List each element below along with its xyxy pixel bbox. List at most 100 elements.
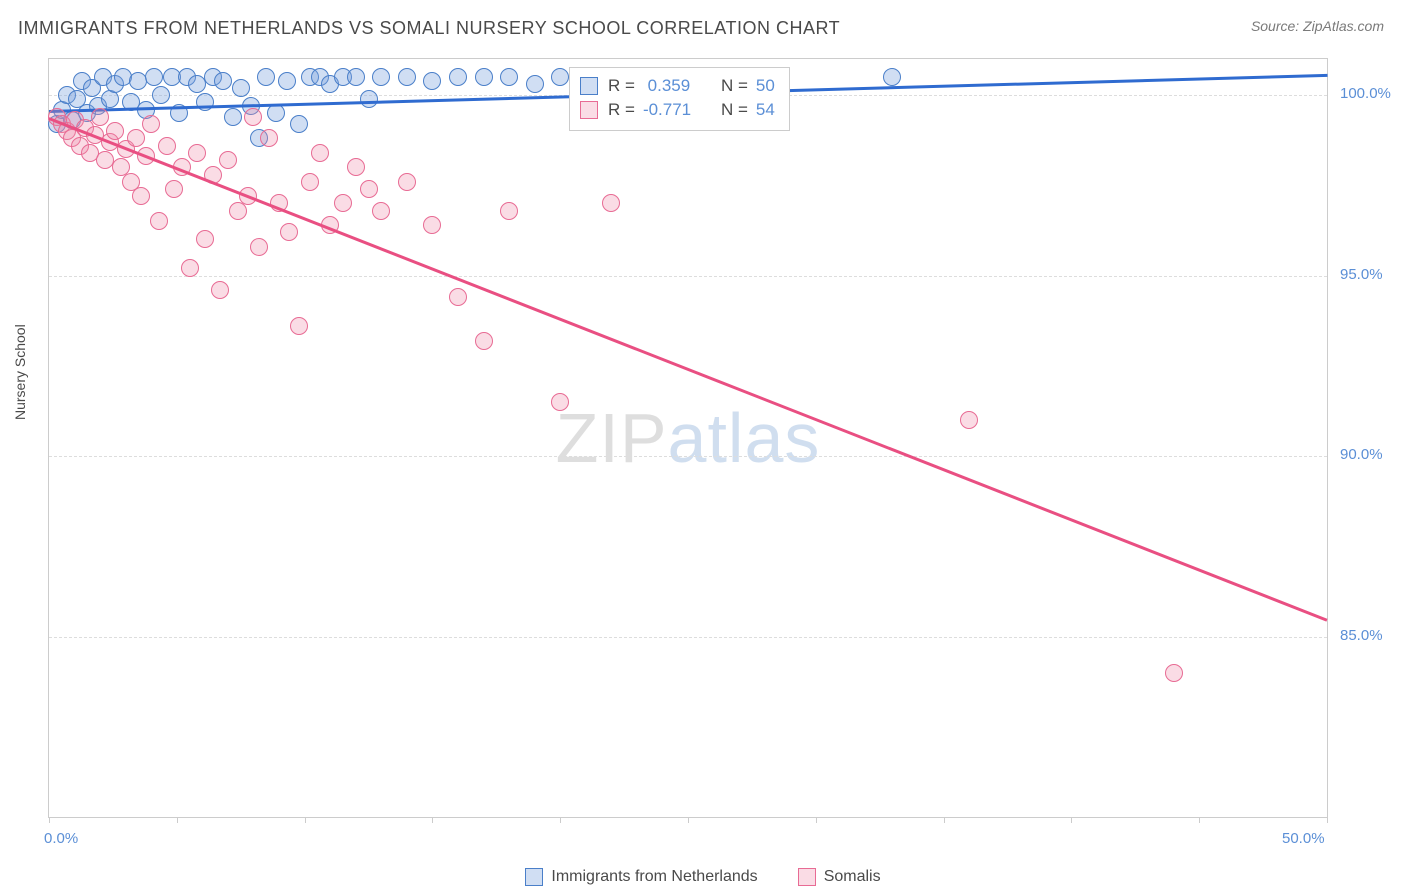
data-point: [196, 230, 214, 248]
data-point: [232, 79, 250, 97]
bottom-legend-label: Immigrants from Netherlands: [551, 868, 757, 886]
bottom-legend-item: Immigrants from Netherlands: [525, 868, 757, 886]
data-point: [960, 411, 978, 429]
data-point: [219, 151, 237, 169]
r-value: -0.771: [643, 100, 703, 120]
data-point: [132, 187, 150, 205]
data-point: [360, 180, 378, 198]
data-point: [526, 75, 544, 93]
data-point: [145, 68, 163, 86]
data-point: [551, 68, 569, 86]
n-label: N =: [721, 100, 748, 120]
chart-source: Source: ZipAtlas.com: [1251, 18, 1384, 34]
data-point: [398, 173, 416, 191]
data-point: [347, 158, 365, 176]
data-point: [423, 216, 441, 234]
data-point: [372, 68, 390, 86]
data-point: [181, 259, 199, 277]
data-point: [883, 68, 901, 86]
correlation-legend: R = 0.359 N = 50 R = -0.771 N = 54: [569, 67, 790, 131]
data-point: [301, 173, 319, 191]
x-tick: [305, 817, 306, 823]
legend-swatch: [525, 868, 543, 886]
data-point: [334, 194, 352, 212]
data-point: [372, 202, 390, 220]
gridline: [49, 276, 1327, 277]
bottom-legend-item: Somalis: [798, 868, 881, 886]
x-tick-label: 0.0%: [44, 830, 78, 847]
x-tick: [560, 817, 561, 823]
data-point: [214, 72, 232, 90]
data-point: [188, 144, 206, 162]
bottom-legend: Immigrants from Netherlands Somalis: [0, 868, 1406, 886]
x-tick: [177, 817, 178, 823]
y-tick-label: 90.0%: [1340, 446, 1383, 463]
data-point: [150, 212, 168, 230]
y-axis-label: Nursery School: [12, 324, 28, 420]
x-tick: [816, 817, 817, 823]
n-value: 50: [756, 76, 775, 96]
data-point: [106, 122, 124, 140]
data-point: [423, 72, 441, 90]
legend-swatch: [580, 77, 598, 95]
data-point: [196, 93, 214, 111]
legend-swatch: [580, 101, 598, 119]
y-tick-label: 100.0%: [1340, 85, 1391, 102]
data-point: [152, 86, 170, 104]
gridline: [49, 637, 1327, 638]
legend-swatch: [798, 868, 816, 886]
y-tick-label: 95.0%: [1340, 266, 1383, 283]
gridline: [49, 456, 1327, 457]
data-point: [280, 223, 298, 241]
data-point: [165, 180, 183, 198]
x-tick: [1199, 817, 1200, 823]
data-point: [211, 281, 229, 299]
r-label: R =: [608, 76, 635, 96]
data-point: [500, 68, 518, 86]
data-point: [257, 68, 275, 86]
data-point: [347, 68, 365, 86]
x-tick: [49, 817, 50, 823]
y-tick-label: 85.0%: [1340, 627, 1383, 644]
bottom-legend-label: Somalis: [824, 868, 881, 886]
x-tick-label: 50.0%: [1282, 830, 1325, 847]
data-point: [158, 137, 176, 155]
n-value: 54: [756, 100, 775, 120]
x-tick: [944, 817, 945, 823]
legend-row: R = 0.359 N = 50: [580, 74, 775, 98]
data-point: [398, 68, 416, 86]
data-point: [551, 393, 569, 411]
data-point: [142, 115, 160, 133]
data-point: [127, 129, 145, 147]
data-point: [449, 68, 467, 86]
x-tick: [688, 817, 689, 823]
data-point: [278, 72, 296, 90]
data-point: [290, 115, 308, 133]
data-point: [224, 108, 242, 126]
chart-title: IMMIGRANTS FROM NETHERLANDS VS SOMALI NU…: [18, 18, 840, 39]
data-point: [267, 104, 285, 122]
chart-header: IMMIGRANTS FROM NETHERLANDS VS SOMALI NU…: [0, 0, 1406, 49]
legend-row: R = -0.771 N = 54: [580, 98, 775, 122]
data-point: [290, 317, 308, 335]
data-point: [475, 68, 493, 86]
data-point: [244, 108, 262, 126]
data-point: [91, 108, 109, 126]
r-label: R =: [608, 100, 635, 120]
data-point: [311, 144, 329, 162]
trend-line: [49, 117, 1328, 621]
n-label: N =: [721, 76, 748, 96]
watermark-zip: ZIP: [556, 399, 668, 477]
data-point: [1165, 664, 1183, 682]
data-point: [250, 238, 268, 256]
data-point: [360, 90, 378, 108]
watermark: ZIPatlas: [556, 398, 821, 478]
data-point: [260, 129, 278, 147]
data-point: [449, 288, 467, 306]
x-tick: [432, 817, 433, 823]
x-tick: [1071, 817, 1072, 823]
data-point: [602, 194, 620, 212]
data-point: [500, 202, 518, 220]
chart-plot-area: ZIPatlas R = 0.359 N = 50 R = -0.771 N = 54: [48, 58, 1328, 818]
r-value: 0.359: [643, 76, 703, 96]
